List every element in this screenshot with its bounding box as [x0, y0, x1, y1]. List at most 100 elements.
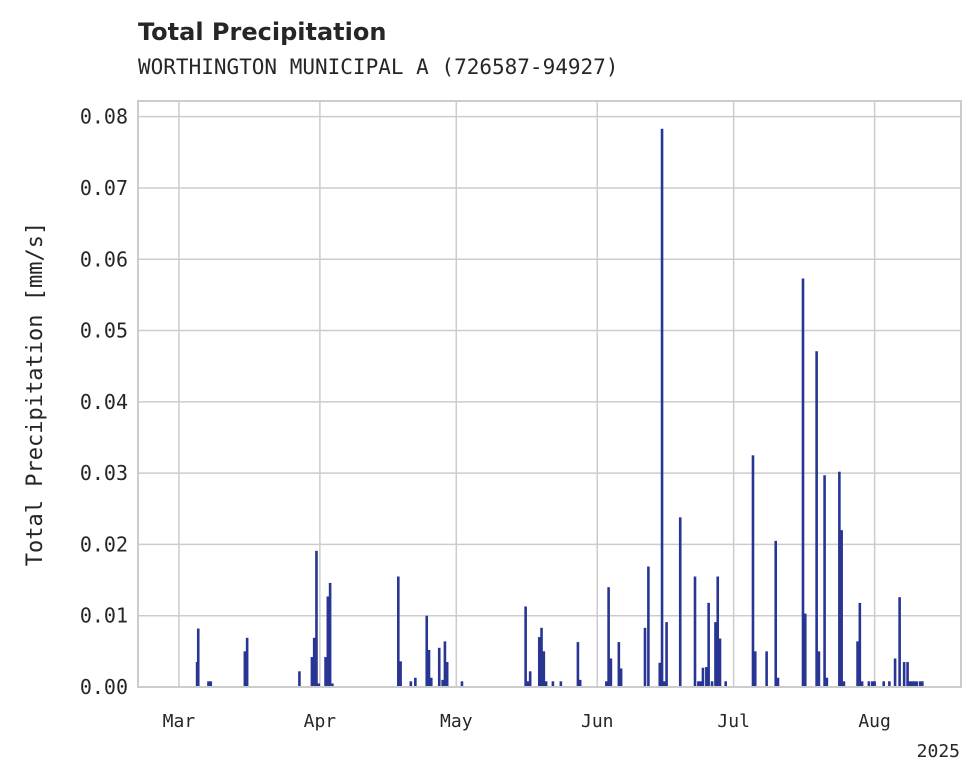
- precipitation-bar: [324, 657, 327, 687]
- precipitation-bar: [544, 681, 548, 687]
- x-tick-label: Mar: [163, 711, 196, 732]
- precipitation-bar: [902, 662, 906, 687]
- precipitation-bar: [441, 679, 444, 687]
- precipitation-bar: [576, 642, 580, 687]
- precipitation-bar: [867, 681, 871, 687]
- precipitation-bar: [803, 613, 807, 687]
- precipitation-bar: [647, 566, 650, 687]
- precipitation-bar: [699, 681, 702, 687]
- precipitation-bar: [298, 671, 301, 687]
- y-tick-label: 0.02: [80, 532, 128, 556]
- precipitation-bar: [409, 681, 413, 687]
- precipitation-bar: [427, 649, 431, 687]
- precipitation-bar: [815, 351, 818, 687]
- precipitation-bar: [842, 681, 846, 687]
- precipitation-bar: [542, 651, 546, 687]
- y-tick-label: 0.01: [80, 604, 128, 628]
- precipitation-bar: [551, 681, 555, 687]
- precipitation-bar: [838, 471, 841, 687]
- precipitation-bar: [207, 681, 210, 687]
- x-tick-label: Jul: [717, 711, 750, 732]
- precipitation-bar: [328, 582, 332, 687]
- precipitation-bar: [840, 530, 843, 687]
- precipitation-bar: [524, 606, 527, 687]
- precipitation-bar: [665, 622, 668, 687]
- precipitation-bar: [429, 677, 433, 687]
- y-tick-label: 0.03: [80, 461, 128, 485]
- precipitation-bar: [326, 596, 330, 687]
- precipitation-bar: [528, 671, 532, 687]
- precipitation-bar: [751, 455, 755, 687]
- precipitation-bar: [710, 681, 714, 687]
- precipitation-bar: [860, 681, 864, 687]
- chart-title: Total Precipitation: [138, 18, 386, 46]
- precipitation-bar: [196, 628, 200, 687]
- precipitation-bar: [716, 576, 720, 687]
- precipitation-bar: [906, 662, 909, 687]
- y-tick-label: 0.08: [80, 105, 128, 129]
- precipitation-bar: [526, 681, 530, 687]
- x-axis-ticks: Mar Apr May Jun Jul Aug: [163, 711, 891, 732]
- x-axis-offset-label: 2025: [917, 741, 960, 762]
- precipitation-bar: [540, 627, 543, 687]
- x-tick-label: May: [440, 711, 473, 732]
- precipitation-bar: [707, 602, 710, 687]
- precipitation-bar: [856, 641, 859, 687]
- precipitation-bar: [443, 641, 447, 687]
- precipitation-bar: [425, 615, 429, 687]
- precipitation-bar: [243, 651, 247, 687]
- precipitation-bar: [913, 681, 916, 687]
- y-tick-label: 0.06: [80, 247, 128, 271]
- precipitation-bar: [918, 681, 922, 687]
- y-axis-ticks: 0.00 0.01 0.02 0.03 0.04 0.05 0.06 0.07 0.08: [80, 105, 128, 699]
- precipitation-bar: [701, 667, 705, 687]
- precipitation-bar: [605, 681, 608, 687]
- precipitation-bar: [858, 602, 862, 687]
- precipitation-bar: [910, 681, 914, 687]
- precipitation-bar: [310, 657, 314, 687]
- precipitation-bar: [658, 662, 662, 687]
- precipitation-bar: [607, 587, 610, 687]
- precipitation-bar: [765, 651, 768, 687]
- precipitation-bar: [882, 681, 885, 687]
- precipitation-bar: [724, 681, 727, 687]
- precipitation-bar: [801, 278, 805, 687]
- precipitation-bar: [753, 651, 757, 687]
- y-axis-label: Total Precipitation [mm/s]: [23, 222, 48, 566]
- precipitation-bar: [697, 681, 700, 687]
- precipitation-bar: [774, 540, 778, 687]
- precipitation-bar: [678, 517, 682, 687]
- precipitation-bar: [559, 681, 563, 687]
- precipitation-bar: [893, 658, 897, 687]
- chart-subtitle: WORTHINGTON MUNICIPAL A (726587-94927): [138, 55, 618, 79]
- precipitation-bar: [209, 681, 213, 687]
- precipitation-bar: [898, 597, 901, 687]
- y-tick-label: 0.04: [80, 390, 128, 414]
- x-tick-label: Apr: [304, 711, 337, 732]
- precipitation-bar: [908, 681, 912, 687]
- precipitation-bar: [331, 683, 334, 687]
- precipitation-bar: [663, 681, 666, 687]
- precipitation-bar: [397, 576, 400, 687]
- precipitation-bar: [817, 651, 821, 687]
- precipitation-bar: [871, 681, 874, 687]
- grid-lines: [138, 101, 961, 688]
- precipitation-bar: [823, 475, 826, 687]
- precipitation-bar: [643, 627, 647, 687]
- precipitation-bar: [578, 679, 582, 687]
- precipitation-bar: [460, 681, 464, 687]
- precipitation-bar: [718, 638, 722, 687]
- precipitation-bar: [660, 128, 664, 688]
- precipitation-bar: [921, 681, 924, 687]
- precipitation-bar: [693, 576, 697, 687]
- precipitation-bar: [245, 637, 249, 687]
- precipitation-bar: [915, 681, 918, 687]
- x-tick-label: Aug: [858, 711, 891, 732]
- precipitation-bar: [705, 667, 708, 687]
- precipitation-bars: [195, 128, 924, 688]
- precipitation-bar: [445, 662, 449, 687]
- plot-frame: [137, 100, 962, 688]
- y-tick-label: 0.00: [80, 675, 128, 699]
- y-tick-label: 0.05: [80, 319, 128, 343]
